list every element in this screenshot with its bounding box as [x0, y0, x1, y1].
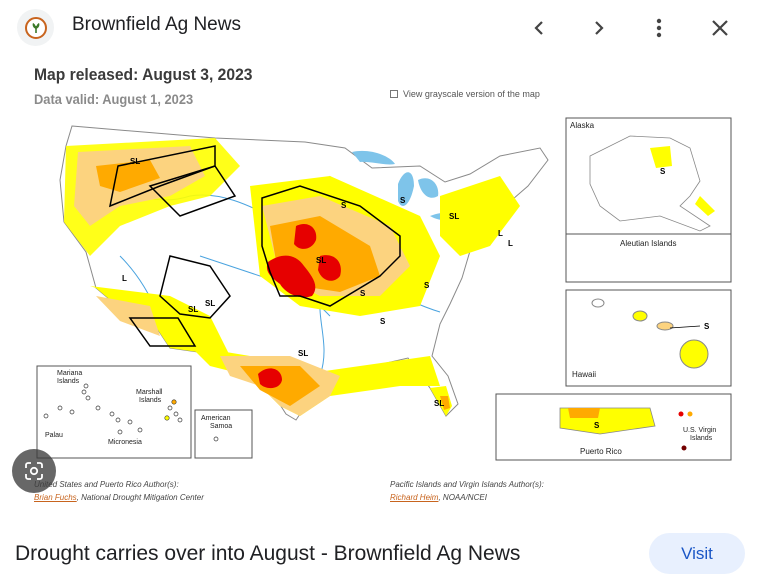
label-s-4: S: [380, 317, 386, 326]
samoa-label-1: American: [201, 415, 231, 422]
author-left-heading: United States and Puerto Rico Author(s):: [34, 480, 179, 489]
pr-label: Puerto Rico: [580, 447, 622, 456]
drought-monitor-map-image[interactable]: Map released: August 3, 2023 Data valid:…: [0, 56, 757, 518]
label-sl-6: SL: [449, 212, 459, 221]
label-sl-2: SL: [188, 305, 198, 314]
pr-s: S: [594, 421, 600, 430]
author-left-org: , National Drought Mitigation Center: [76, 493, 204, 502]
hawaii-island-4: [679, 339, 709, 369]
marshall-label-2: Islands: [139, 397, 162, 404]
author-credit-right: Pacific Islands and Virgin Islands Autho…: [390, 480, 544, 506]
label-s-5: S: [360, 289, 366, 298]
region-labels: SL SL SL SL SL SL SL S S S S S L L L: [122, 157, 513, 408]
marshall-label-1: Marshall: [136, 389, 163, 396]
d2-florida: [440, 396, 450, 410]
american-samoa-inset: [194, 409, 253, 459]
d2-northwest: [96, 160, 160, 192]
label-l-3: L: [508, 239, 513, 248]
mariana-label-2: Islands: [57, 378, 80, 385]
author-right-link[interactable]: Richard Heim: [390, 493, 439, 502]
grayscale-option: View grayscale version of the map: [390, 89, 540, 99]
puerto-rico-d1: [568, 408, 600, 418]
viewer-header: Brownfield Ag News: [0, 0, 757, 54]
d3-midwest: [266, 255, 316, 298]
label-s-3: S: [424, 281, 430, 290]
map-subtitle: Data valid: August 1, 2023: [34, 91, 194, 107]
chevron-right-icon[interactable]: [581, 10, 617, 46]
google-lens-icon[interactable]: [12, 449, 56, 493]
brownfield-leaf-logo[interactable]: [17, 9, 54, 46]
site-name[interactable]: Brownfield Ag News: [72, 14, 241, 35]
alaska-s: S: [660, 167, 666, 176]
mariana-label-1: Mariana: [57, 370, 82, 377]
alaska-drought: [650, 146, 715, 216]
author-credit-left: United States and Puerto Rico Author(s):…: [34, 480, 204, 506]
grayscale-label: View grayscale version of the map: [403, 89, 540, 99]
label-s-2: S: [400, 196, 406, 205]
hawaii-island-3: [656, 321, 674, 331]
d0-northeast: [440, 176, 520, 256]
usvi-dot-2: [687, 411, 693, 417]
more-vert-icon[interactable]: [641, 10, 677, 46]
d3-texas: [258, 368, 282, 389]
label-sl-1: SL: [130, 157, 140, 166]
alaska-shape: [589, 135, 711, 232]
d3-illinois: [318, 255, 341, 281]
label-sl-3: SL: [205, 299, 215, 308]
label-sl-7: SL: [434, 399, 444, 408]
label-sl-4: SL: [298, 349, 308, 358]
pacific-islands-inset: [36, 365, 192, 459]
d1-southwest: [96, 296, 160, 336]
label-s-1: S: [341, 201, 347, 210]
samoa-label-2: Samoa: [210, 423, 232, 430]
usvi-dot-1: [678, 411, 684, 417]
label-l-1: L: [122, 274, 127, 283]
palau-label: Palau: [45, 432, 63, 439]
chevron-left-icon[interactable]: [521, 10, 557, 46]
usvi-label-2: Islands: [690, 435, 713, 442]
visit-button[interactable]: Visit: [649, 533, 745, 574]
author-right-heading: Pacific Islands and Virgin Islands Autho…: [390, 480, 544, 489]
micronesia-label: Micronesia: [108, 439, 142, 446]
drought-shading: [64, 138, 520, 416]
author-right-org: , NOAA/NCEI: [438, 493, 487, 502]
hawaii-label: Hawaii: [572, 370, 596, 379]
d3-midwest-2: [294, 223, 317, 249]
checkbox-icon: [390, 90, 398, 98]
pacific-island-dots: [43, 383, 183, 435]
close-icon[interactable]: [702, 10, 738, 46]
drought-map-graphic: SL SL SL SL SL SL SL S S S S S L L L Ala…: [36, 117, 732, 461]
aleutian-label: Aleutian Islands: [620, 239, 676, 248]
usvi-label-1: U.S. Virgin: [683, 427, 716, 434]
hawaii-s: S: [704, 322, 710, 331]
hawaii-island-1: [591, 298, 605, 308]
author-left-link[interactable]: Brian Fuchs: [34, 493, 77, 502]
great-lakes: [352, 150, 490, 221]
alaska-label: Alaska: [570, 121, 595, 130]
impact-boundaries: [108, 145, 401, 347]
label-l-2: L: [498, 229, 503, 238]
map-title: Map released: August 3, 2023: [34, 65, 253, 84]
hawaii-island-2: [632, 310, 648, 322]
label-sl-5: SL: [316, 256, 326, 265]
image-caption[interactable]: Drought carries over into August - Brown…: [15, 542, 521, 565]
usvi-dot-3: [681, 445, 687, 451]
